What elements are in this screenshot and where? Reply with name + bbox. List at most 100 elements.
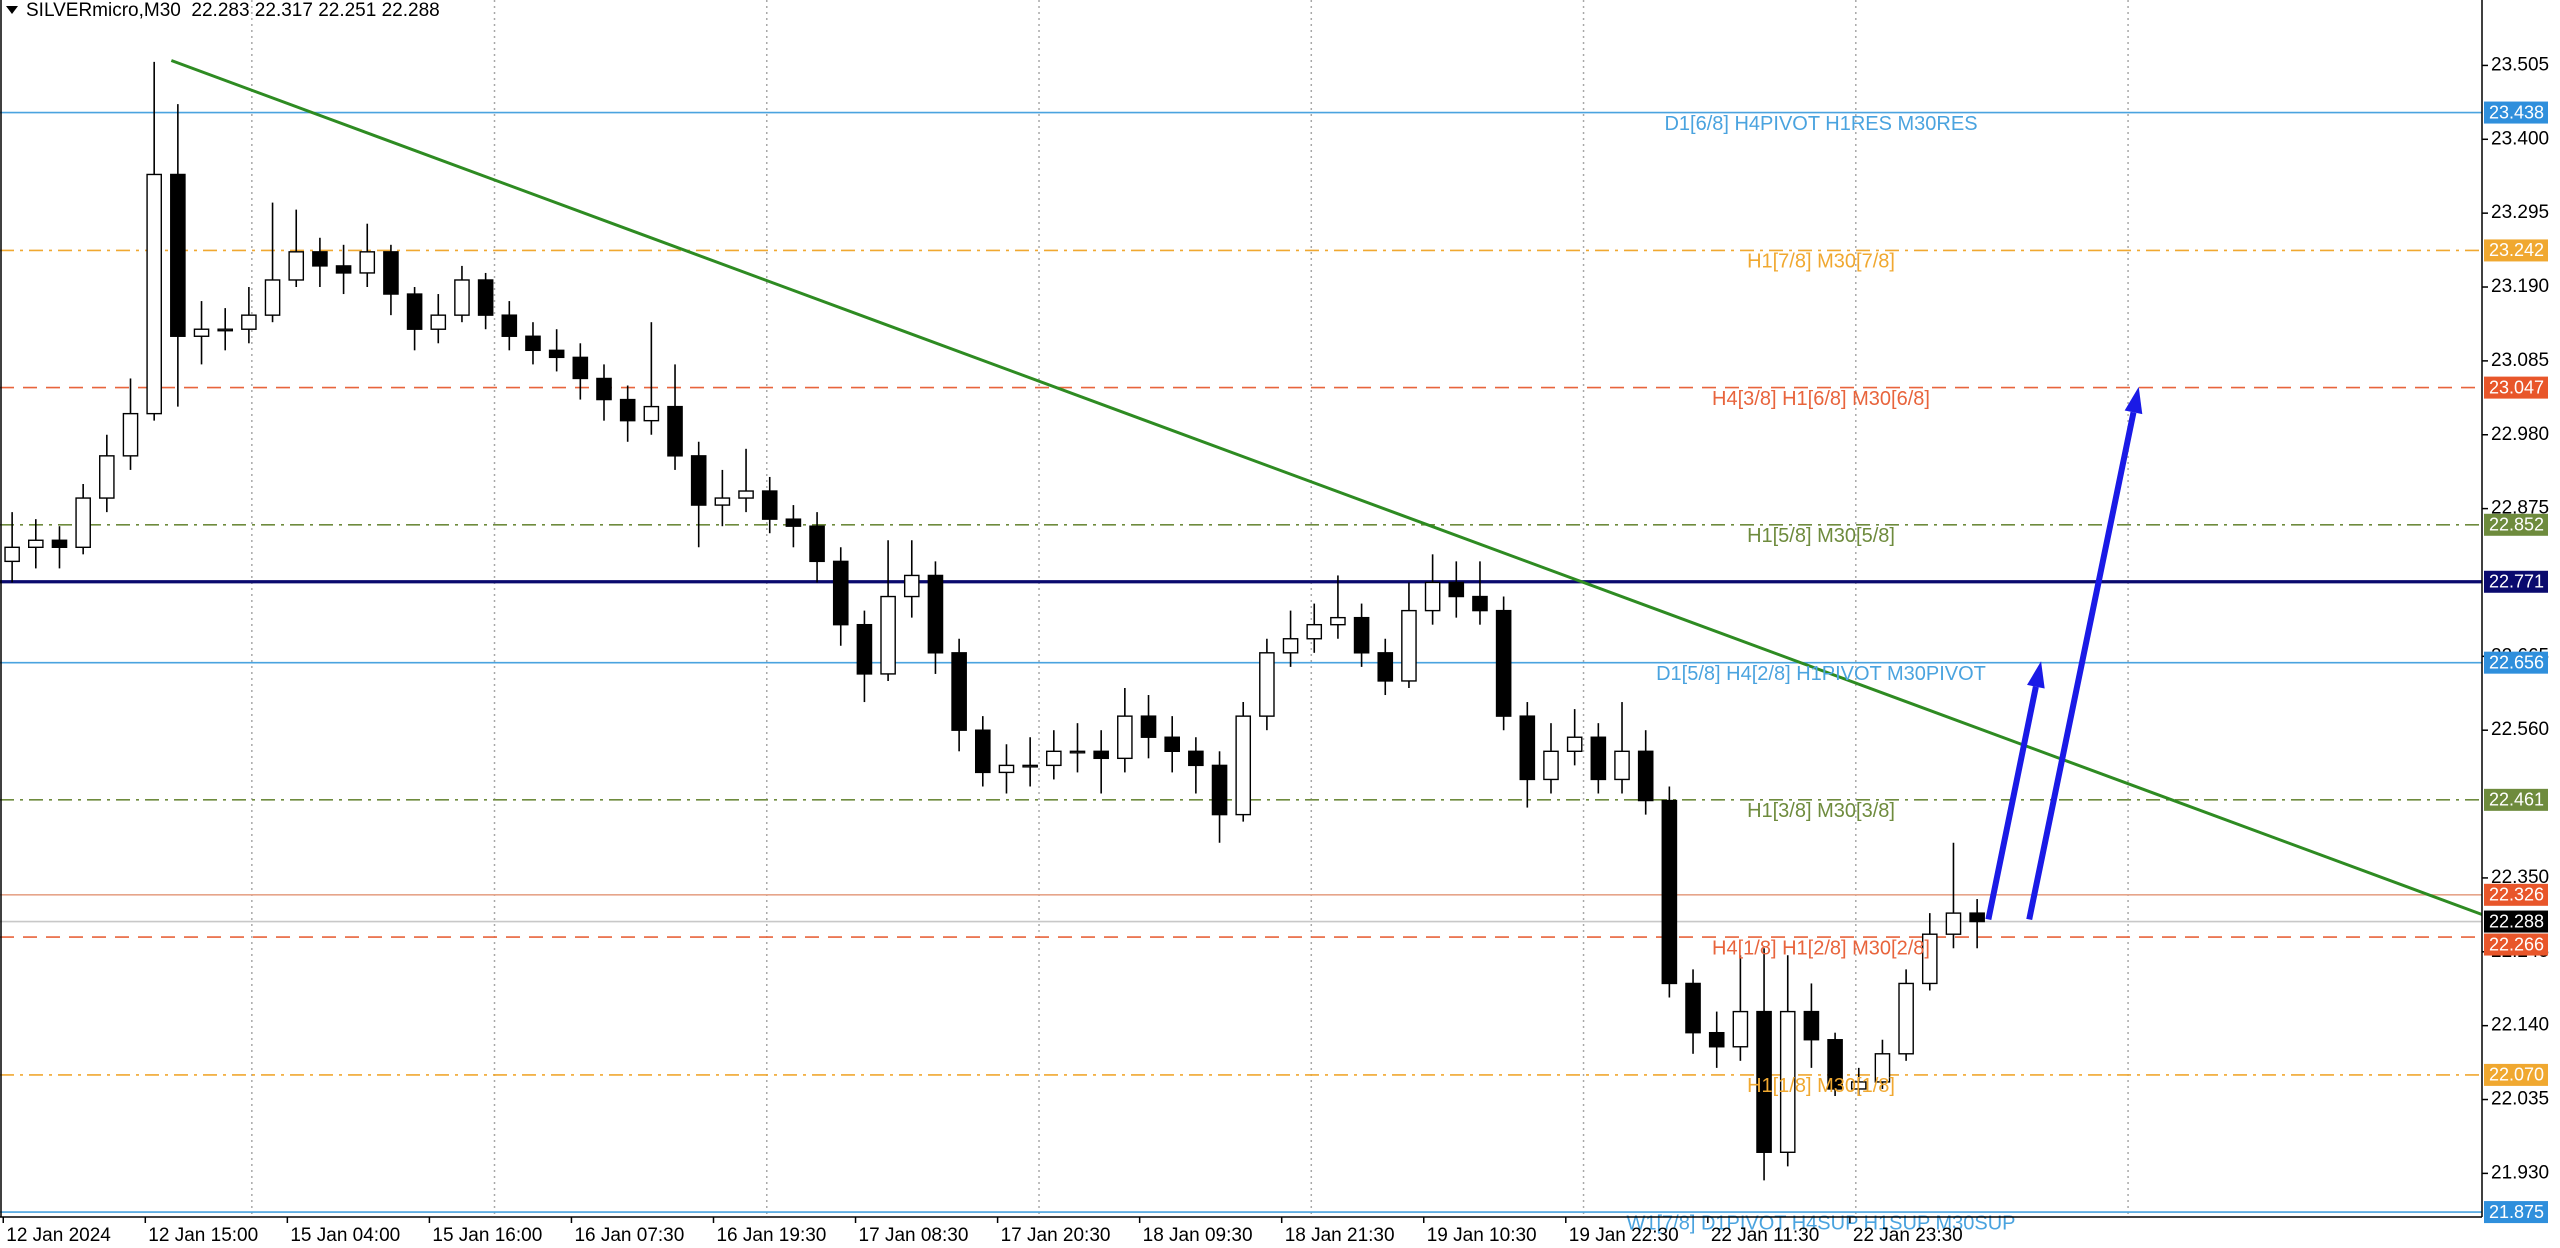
candle-body	[643, 405, 660, 422]
candle-body	[1969, 912, 1985, 923]
candle-body	[477, 279, 494, 316]
level-label: D1[6/8] H4PIVOT H1RES M30RES	[1664, 113, 1977, 135]
y-tick-label: 23.295	[2491, 202, 2549, 223]
y-tick-label: 22.140	[2491, 1015, 2549, 1036]
x-tick-label: 17 Jan 08:30	[859, 1225, 969, 1246]
candle-body	[217, 328, 234, 332]
candle-body	[951, 652, 967, 731]
x-tick-label: 12 Jan 15:00	[148, 1225, 258, 1246]
price-tag	[2484, 933, 2548, 956]
candle-body	[1046, 750, 1062, 767]
candle-body	[1590, 736, 1607, 781]
y-tick-label: 21.930	[2491, 1162, 2549, 1183]
candle-body	[99, 455, 115, 499]
x-tick-label: 15 Jan 04:00	[290, 1225, 400, 1246]
candle-body	[335, 265, 352, 274]
x-tick-label: 16 Jan 19:30	[716, 1225, 826, 1246]
price-tag-label: 22.266	[2489, 934, 2544, 954]
price-tag-label: 22.461	[2489, 790, 2544, 810]
candle-body	[1827, 1039, 1843, 1090]
chart-header: SILVERmicro,M30 22.283 22.317 22.251 22.…	[26, 0, 440, 21]
y-tick-label: 22.875	[2491, 498, 2549, 519]
price-tag	[2484, 239, 2548, 262]
arrow	[2026, 411, 2137, 921]
candle-body	[51, 539, 68, 548]
price-tag-label: 21.875	[2489, 1202, 2544, 1222]
candle-body	[1732, 1010, 1749, 1048]
candle-body	[1188, 750, 1204, 767]
candle-body	[4, 546, 20, 563]
candle-body	[1069, 750, 1086, 754]
price-tag	[2484, 883, 2548, 906]
candle-body	[1424, 581, 1441, 612]
price-tag-label: 22.288	[2489, 911, 2544, 931]
candle-body	[1259, 652, 1275, 717]
price-tag-label: 23.438	[2489, 102, 2544, 122]
candle-body	[1708, 1031, 1725, 1048]
candle-body	[288, 251, 305, 281]
candle-body	[28, 539, 44, 548]
candle-body	[572, 356, 589, 380]
candle-body	[1140, 715, 1157, 738]
price-tag-label: 23.047	[2489, 377, 2544, 397]
candle-body	[690, 455, 707, 506]
candle-body	[146, 173, 162, 415]
x-tick-label: 22 Jan 11:30	[1711, 1225, 1819, 1246]
candle-body	[1850, 1081, 1867, 1090]
candle-body	[1661, 799, 1678, 985]
trend-line	[170, 59, 2483, 916]
candle-body	[1448, 581, 1465, 598]
candle-body	[1637, 750, 1654, 802]
candle-body	[1282, 638, 1299, 654]
y-tick-label: 22.560	[2491, 719, 2549, 740]
candle-body	[998, 764, 1015, 774]
level-label: H4[3/8] H1[6/8] M30[6/8]	[1712, 388, 1930, 410]
candle-body	[761, 490, 778, 520]
candle-body	[880, 595, 896, 675]
price-tag	[2484, 1201, 2548, 1224]
candle-body	[1921, 933, 1938, 985]
y-tick-label: 23.085	[2491, 350, 2549, 371]
y-tick-label: 22.350	[2491, 867, 2549, 888]
price-tag	[2484, 570, 2548, 593]
level-label: H1[5/8] M30[5/8]	[1747, 525, 1895, 547]
price-tag	[2484, 910, 2548, 933]
candle-body	[1211, 764, 1228, 816]
x-tick-label: 18 Jan 21:30	[1285, 1225, 1395, 1246]
x-tick-label: 12 Jan 2024	[6, 1225, 111, 1246]
candle-body	[1566, 736, 1583, 753]
candle-body	[75, 497, 91, 548]
candle-body	[1093, 750, 1109, 760]
x-tick-label: 16 Jan 07:30	[574, 1225, 684, 1246]
candle-body	[1401, 609, 1417, 682]
x-tick-label: 18 Jan 09:30	[1143, 1225, 1253, 1246]
candle-body	[1898, 982, 1914, 1055]
arrow	[1985, 686, 2039, 921]
candle-body	[974, 729, 991, 774]
level-label: D1[5/8] H4[2/8] H1PIVOT M30PIVOT	[1656, 663, 1986, 685]
trend-layer	[170, 59, 2483, 916]
candle-body	[1543, 750, 1559, 781]
price-tag	[2484, 101, 2548, 124]
price-tag-label: 22.070	[2489, 1065, 2544, 1085]
candle-body	[785, 518, 802, 527]
candle-body	[667, 405, 683, 457]
candle-body	[501, 314, 518, 337]
price-tag	[2484, 513, 2548, 536]
arrow-head	[2027, 661, 2045, 689]
candle-body	[122, 412, 139, 457]
candle-body	[596, 377, 612, 401]
price-tag-label: 22.852	[2489, 515, 2544, 535]
y-tick-label: 23.400	[2491, 128, 2549, 149]
candle-body	[454, 279, 470, 316]
y-tick-label: 23.190	[2491, 276, 2549, 297]
price-tag-label: 22.656	[2489, 652, 2544, 672]
price-tag	[2484, 376, 2548, 399]
candle-body	[1779, 1010, 1796, 1153]
candle-body	[264, 279, 281, 316]
price-tag	[2484, 651, 2548, 674]
x-tick-label: 22 Jan 23:30	[1853, 1225, 1963, 1246]
price-tag-label: 22.771	[2489, 572, 2544, 592]
